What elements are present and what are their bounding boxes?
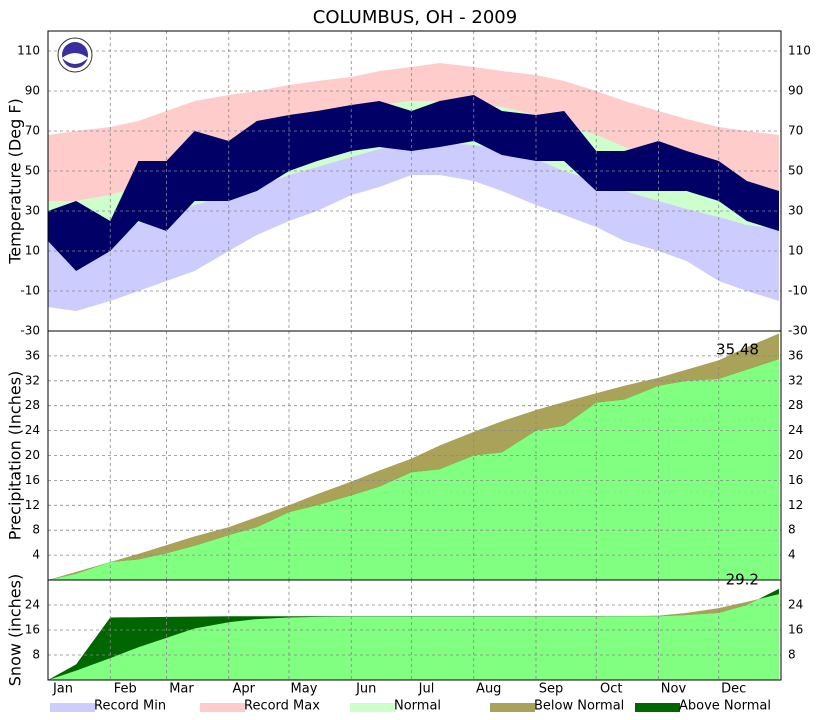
- y-tick-label: 4: [32, 548, 40, 562]
- x-tick-label: Jun: [355, 682, 376, 697]
- actual-area: [48, 594, 779, 680]
- y-tick-label-right: 12: [788, 498, 803, 512]
- y-tick-label: 10: [25, 244, 40, 258]
- legend-swatch: [635, 703, 680, 712]
- legend-label: Below Normal: [534, 699, 624, 714]
- y-tick-label-right: 4: [788, 548, 796, 562]
- legend-swatch: [490, 703, 535, 712]
- x-tick-label: Mar: [169, 682, 194, 697]
- y-axis-label: Snow (inches): [6, 574, 25, 686]
- y-tick-label-right: 32: [788, 373, 803, 387]
- x-tick-label: Jul: [418, 682, 435, 697]
- y-tick-label: 70: [25, 124, 40, 138]
- y-tick-label-right: 90: [788, 84, 803, 98]
- total-label: 35.48: [716, 341, 759, 359]
- y-tick-label: 8: [32, 648, 40, 662]
- y-tick-label-right: -30: [788, 324, 808, 338]
- x-tick-label: Feb: [114, 682, 137, 697]
- y-axis-label: Temperature (Deg F): [6, 98, 25, 265]
- y-tick-label-right: 8: [788, 523, 796, 537]
- y-tick-label-right: 16: [788, 623, 803, 637]
- total-label: 29.2: [726, 570, 759, 588]
- x-tick-label: Aug: [476, 682, 501, 697]
- y-tick-label-right: 24: [788, 598, 803, 612]
- y-tick-label-right: 70: [788, 124, 803, 138]
- legend-label: Record Min: [94, 699, 166, 714]
- x-tick-label: Apr: [232, 682, 255, 697]
- noaa-logo: [57, 37, 93, 73]
- y-tick-label: 16: [25, 623, 40, 637]
- y-tick-label: 110: [17, 44, 40, 58]
- x-tick-label: Nov: [661, 682, 687, 697]
- y-tick-label: -10: [20, 284, 40, 298]
- x-tick-label: Sep: [539, 682, 564, 697]
- y-tick-label-right: 36: [788, 348, 803, 362]
- y-tick-label-right: 8: [788, 648, 796, 662]
- y-tick-label: 12: [25, 498, 40, 512]
- y-tick-label: 36: [25, 348, 40, 362]
- y-tick-label-right: 10: [788, 244, 803, 258]
- y-tick-label: 20: [25, 448, 40, 462]
- y-tick-label: 32: [25, 373, 40, 387]
- legend-swatch: [200, 703, 245, 712]
- y-tick-label: 8: [32, 523, 40, 537]
- y-tick-label-right: 20: [788, 448, 803, 462]
- y-tick-label: 90: [25, 84, 40, 98]
- y-tick-label-right: 24: [788, 423, 803, 437]
- y-tick-label: 30: [25, 204, 40, 218]
- x-tick-label: May: [291, 682, 318, 697]
- x-tick-label: Oct: [600, 682, 622, 697]
- legend-swatch: [50, 703, 95, 712]
- y-tick-label-right: 30: [788, 204, 803, 218]
- legend-label: Record Max: [244, 699, 320, 714]
- logo-gull: [62, 53, 88, 64]
- y-tick-label-right: 16: [788, 473, 803, 487]
- y-tick-label: -30: [20, 324, 40, 338]
- y-tick-label-right: 50: [788, 164, 803, 178]
- y-axis-label: Precipitation (Inches): [6, 371, 25, 541]
- y-tick-label-right: 110: [788, 44, 811, 58]
- legend-label: Normal: [394, 699, 441, 714]
- y-tick-label: 28: [25, 398, 40, 412]
- observed-band: [48, 95, 779, 271]
- x-tick-label: Jan: [52, 682, 73, 697]
- legend-label: Above Normal: [679, 699, 771, 714]
- y-tick-label-right: -10: [788, 284, 808, 298]
- y-tick-label: 16: [25, 473, 40, 487]
- x-tick-label: Dec: [721, 682, 746, 697]
- y-tick-label: 50: [25, 164, 40, 178]
- legend-swatch: [350, 703, 395, 712]
- y-tick-label: 24: [25, 598, 40, 612]
- panel-frame: [47, 579, 782, 681]
- y-tick-label: 24: [25, 423, 40, 437]
- plots: -30 -30 -10 -10 10 10 30 30 50 50 70 70 90 90 110 110 Te…: [6, 30, 811, 714]
- chart-title: COLUMBUS, OH - 2009: [313, 7, 517, 28]
- y-tick-label-right: 28: [788, 398, 803, 412]
